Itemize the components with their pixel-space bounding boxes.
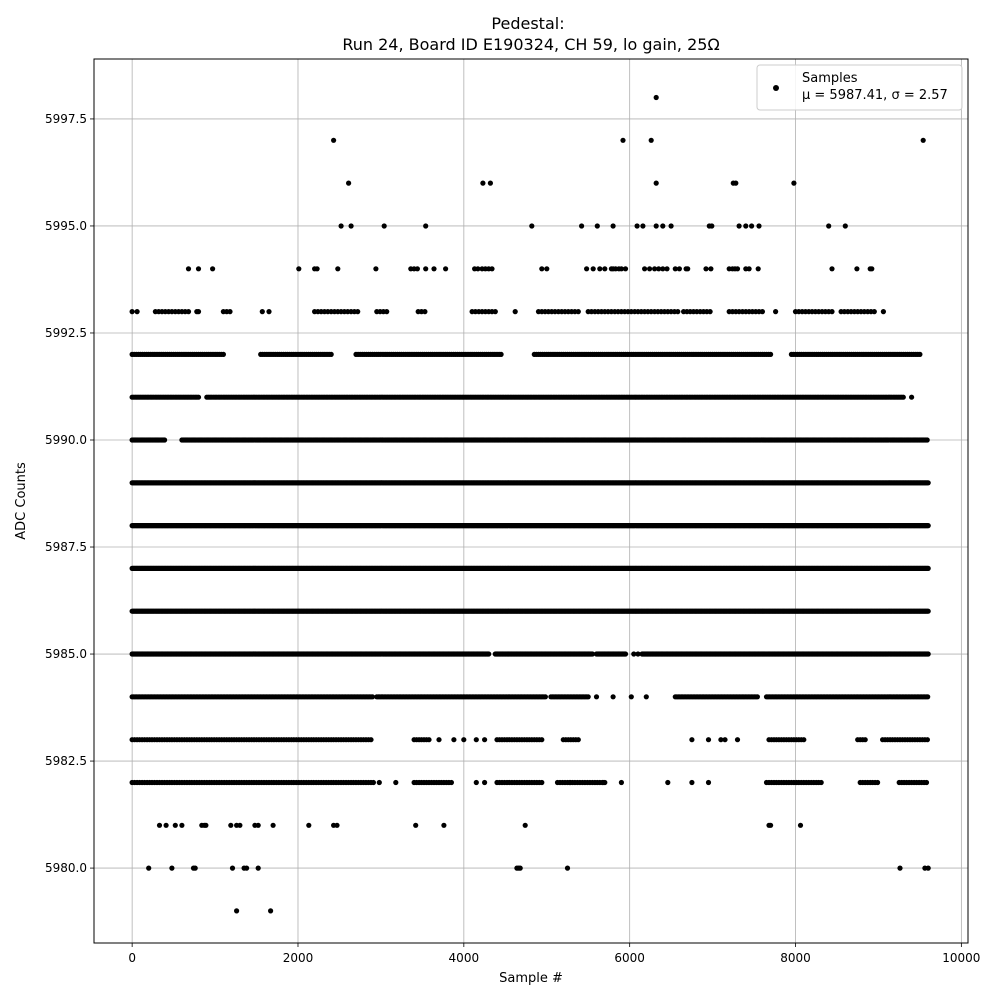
data-point — [643, 694, 649, 700]
data-point — [473, 737, 479, 743]
data-point — [413, 822, 419, 828]
data-point — [589, 651, 596, 657]
data-point — [924, 737, 931, 743]
data-point — [163, 822, 169, 828]
data-point — [925, 865, 931, 871]
data-point — [482, 737, 488, 743]
data-point — [705, 779, 712, 786]
data-point — [461, 737, 467, 743]
data-point — [734, 737, 741, 743]
data-point — [801, 737, 807, 743]
data-point — [172, 822, 178, 828]
data-point — [255, 865, 261, 871]
data-point — [722, 737, 728, 743]
data-point — [542, 694, 549, 700]
data-point — [156, 822, 163, 828]
data-point — [564, 865, 571, 871]
data-point — [169, 865, 175, 871]
data-point — [689, 779, 695, 786]
data-point — [192, 865, 198, 871]
data-point — [306, 822, 312, 828]
data-point — [426, 737, 432, 743]
data-point — [618, 779, 625, 786]
data-point — [754, 694, 761, 700]
data-point — [585, 694, 591, 700]
data-point — [451, 737, 457, 743]
data-point — [600, 779, 606, 786]
chart-title-line-1: Pedestal: — [491, 14, 564, 33]
data-point — [862, 737, 868, 743]
data-point — [244, 865, 250, 871]
data-point — [925, 651, 931, 657]
data-point — [473, 779, 479, 786]
data-point — [718, 737, 724, 743]
data-point — [436, 737, 442, 743]
data-point — [539, 779, 545, 786]
data-point — [925, 523, 931, 529]
data-points — [129, 94, 931, 914]
data-point — [665, 779, 671, 786]
data-point — [369, 694, 376, 700]
data-point — [234, 908, 240, 914]
data-point — [622, 651, 629, 657]
data-point — [897, 865, 903, 871]
data-point — [370, 779, 376, 786]
data-point — [268, 908, 274, 914]
data-point — [925, 694, 931, 700]
chart-title-line-2: Run 24, Board ID E190324, CH 59, lo gain… — [342, 35, 719, 54]
data-point — [567, 779, 573, 786]
data-point — [393, 779, 399, 786]
data-point — [635, 651, 641, 657]
data-point — [203, 822, 209, 828]
data-point — [768, 822, 774, 828]
data-point — [628, 694, 634, 700]
data-point — [539, 737, 545, 743]
data-point — [270, 822, 276, 828]
data-point — [923, 779, 930, 786]
data-point — [517, 865, 523, 871]
data-point — [228, 822, 234, 828]
data-point — [146, 865, 152, 871]
data-point — [610, 694, 616, 700]
data-point — [705, 737, 712, 743]
data-point — [334, 822, 340, 828]
data-point — [368, 737, 374, 743]
data-point — [486, 651, 492, 657]
data-point — [818, 779, 824, 786]
data-point — [237, 822, 243, 828]
data-point — [689, 737, 695, 743]
data-point — [593, 694, 600, 700]
data-point — [229, 865, 236, 871]
data-point — [255, 822, 261, 828]
data-point — [482, 779, 488, 786]
data-point — [925, 608, 931, 614]
data-point — [376, 779, 382, 786]
data-point — [179, 822, 185, 828]
data-point — [441, 822, 447, 828]
data-point — [448, 779, 454, 786]
data-point — [925, 565, 931, 572]
data-point — [575, 737, 581, 743]
data-point — [797, 822, 804, 828]
data-point — [522, 822, 528, 828]
data-point — [875, 779, 881, 786]
